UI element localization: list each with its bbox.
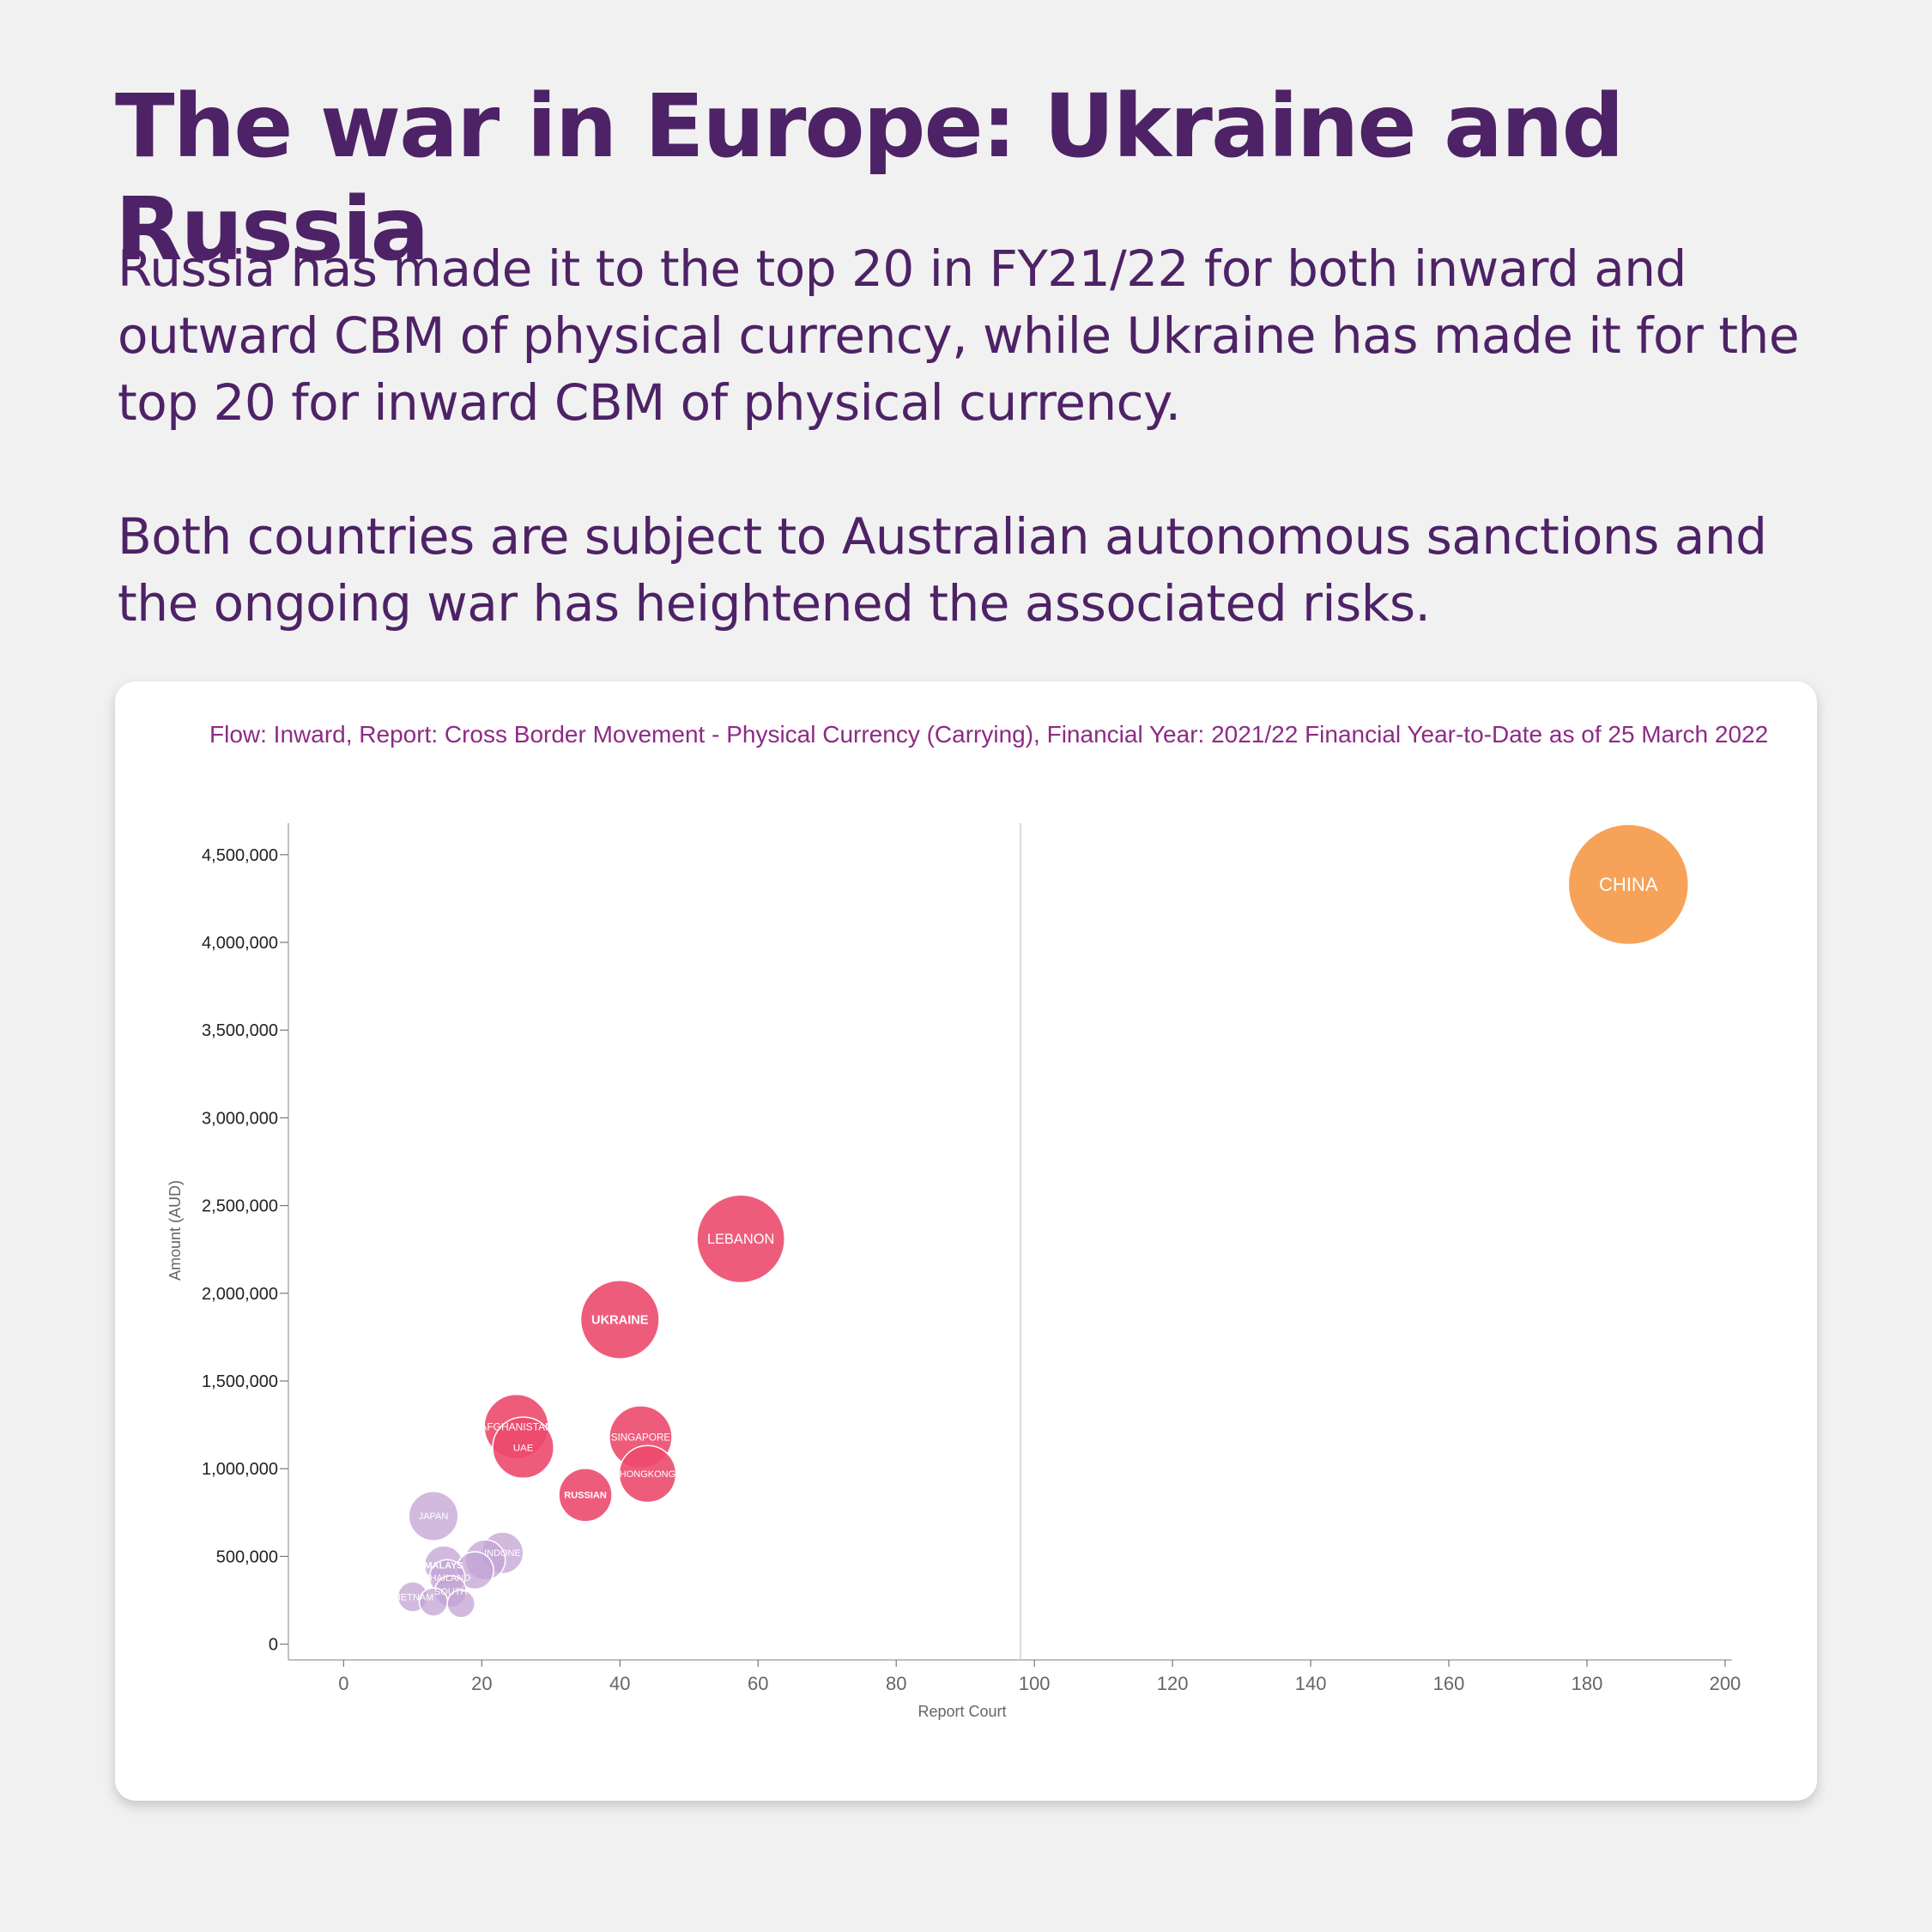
x-tick-label: 140: [1295, 1673, 1327, 1694]
bubble-ukraine: [579, 1279, 660, 1360]
bubbles-layer: [397, 823, 1690, 1619]
bubble-uae: [492, 1416, 554, 1480]
y-tick-label: 4,000,000: [202, 934, 278, 953]
bubble-label-lebanon: LEBANON: [707, 1232, 774, 1247]
x-axis-title: Report Court: [918, 1703, 1006, 1720]
bubble-china: [1567, 823, 1690, 946]
bubble-label-afghanistan: AFGHANISTAN: [480, 1420, 552, 1432]
y-tick-label: 500,000: [216, 1547, 278, 1566]
y-tick-label: 3,000,000: [202, 1109, 278, 1128]
x-tick-label: 80: [886, 1673, 906, 1694]
bubble-label-singapore: SINGAPORE: [611, 1432, 671, 1444]
bubble-label-ukraine: UKRAINE: [591, 1314, 649, 1328]
bubble-label-vietnam: VIETNAM: [391, 1592, 433, 1602]
x-tick-label: 60: [748, 1673, 768, 1694]
bubble-labels-layer: CHINA LEBANON UKRAINE AFGHANISTAN SINGAPORE U…: [391, 874, 1657, 1602]
y-tick-label: 4,500,000: [202, 846, 278, 865]
bubble-label-uae: UAE: [513, 1444, 534, 1454]
bubble-label-hongkong: HONGKONG: [620, 1469, 675, 1480]
axes-layer: 0 500,000 1,000,000 1,500,000 2,000,000 2,500…: [167, 823, 1741, 1720]
bubble-japan: [408, 1490, 459, 1541]
x-tick-label: 120: [1157, 1673, 1189, 1694]
bubble-label-china: CHINA: [1599, 874, 1658, 895]
y-tick-label: 1,500,000: [202, 1372, 278, 1391]
bubble-label-indone: INDONE: [484, 1548, 521, 1559]
bubble-hongkong: [618, 1444, 677, 1504]
bubble-label-malays: MALAYS: [424, 1560, 463, 1571]
y-tick-label: 2,000,000: [202, 1285, 278, 1304]
x-tick-label: 20: [471, 1673, 492, 1694]
bubble-label-thailand: THAILAND: [424, 1573, 470, 1584]
bubble-chart: 0 500,000 1,000,000 1,500,000 2,000,000 2,500…: [167, 823, 1741, 1720]
intro-paragraph: Russia has made it to the top 20 in FY21…: [118, 239, 1800, 432]
bubble-label-russian: RUSSIAN: [564, 1491, 607, 1501]
y-tick-label: 1,000,000: [202, 1460, 278, 1479]
bubble-label-south: SOUTH: [434, 1587, 468, 1597]
bubble-unlabeled: [446, 1589, 476, 1619]
bubble-lebanon: [696, 1194, 786, 1284]
x-tick-label: 100: [1019, 1673, 1051, 1694]
bubble-russian: [558, 1468, 613, 1523]
x-tick-label: 40: [609, 1673, 630, 1694]
page-title: The war in Europe: Ukraine and Russia: [115, 76, 1625, 281]
y-tick-label: 0: [269, 1636, 278, 1655]
x-tick-label: 160: [1433, 1673, 1465, 1694]
x-tick-label: 200: [1710, 1673, 1741, 1694]
sanctions-paragraph: Both countries are subject to Australian…: [118, 507, 1767, 633]
x-tick-label: 0: [338, 1673, 348, 1694]
y-tick-label: 3,500,000: [202, 1021, 278, 1040]
y-tick-label: 2,500,000: [202, 1197, 278, 1216]
y-axis-title: Amount (AUD): [167, 1180, 184, 1281]
x-tick-label: 180: [1572, 1673, 1603, 1694]
chart-subtitle: Flow: Inward, Report: Cross Border Movem…: [209, 721, 1769, 748]
chart-card: Flow: Inward, Report: Cross Border Movem…: [115, 681, 1817, 1801]
bubble-label-japan: JAPAN: [419, 1511, 449, 1522]
